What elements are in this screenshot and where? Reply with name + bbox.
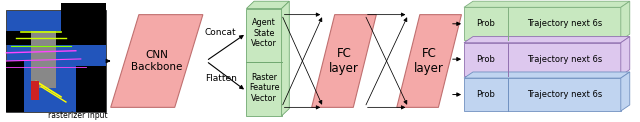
FancyBboxPatch shape (61, 3, 106, 39)
Polygon shape (464, 7, 621, 40)
Polygon shape (397, 15, 461, 107)
Polygon shape (246, 9, 282, 116)
Polygon shape (464, 1, 630, 7)
Text: Agent
State
Vector: Agent State Vector (251, 18, 277, 48)
Text: Flatten: Flatten (205, 74, 237, 83)
Text: Concat: Concat (205, 28, 237, 37)
Polygon shape (312, 15, 376, 107)
Text: Raster
Feature
Vector: Raster Feature Vector (249, 73, 279, 103)
FancyBboxPatch shape (31, 81, 39, 100)
Polygon shape (621, 37, 630, 76)
Text: FC
layer: FC layer (414, 47, 444, 75)
Text: CNN
Backbone: CNN Backbone (131, 50, 182, 72)
Polygon shape (464, 72, 630, 78)
Text: Trajectory next 6s: Trajectory next 6s (527, 19, 602, 28)
Text: FC
layer: FC layer (329, 47, 359, 75)
Text: Prob: Prob (477, 19, 495, 28)
FancyBboxPatch shape (31, 31, 56, 88)
Text: Trajectory next 6s: Trajectory next 6s (527, 90, 602, 99)
FancyBboxPatch shape (76, 66, 106, 112)
Text: rasterizer input: rasterizer input (48, 111, 108, 120)
Polygon shape (621, 72, 630, 111)
Polygon shape (464, 78, 621, 111)
Text: Prob: Prob (477, 55, 495, 64)
Polygon shape (282, 1, 289, 116)
Polygon shape (464, 37, 630, 43)
Polygon shape (111, 15, 203, 107)
Polygon shape (464, 43, 621, 76)
Text: Prob: Prob (477, 90, 495, 99)
FancyBboxPatch shape (6, 10, 106, 112)
Polygon shape (621, 1, 630, 40)
FancyBboxPatch shape (6, 61, 24, 112)
FancyBboxPatch shape (6, 30, 106, 45)
Text: Trajectory next 6s: Trajectory next 6s (527, 55, 602, 64)
Polygon shape (246, 1, 289, 9)
